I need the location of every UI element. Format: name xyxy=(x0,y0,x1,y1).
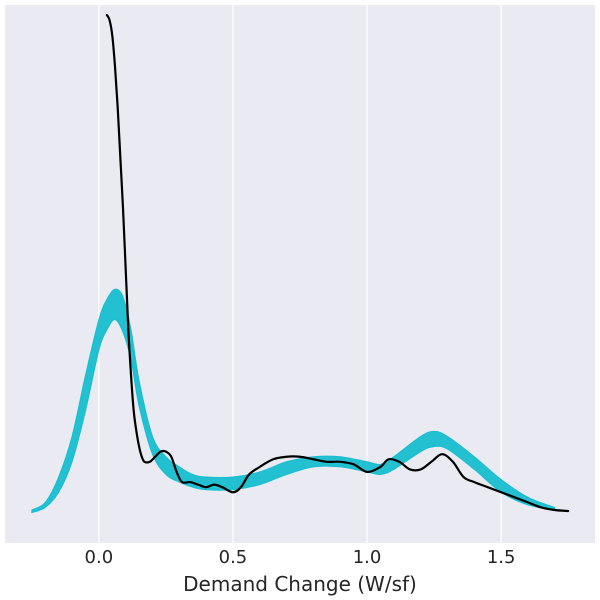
x-tick-labels: 0.0 0.5 1.0 1.5 xyxy=(85,547,516,568)
x-tick-label-3: 1.5 xyxy=(487,547,516,568)
x-tick-label-0: 0.0 xyxy=(85,547,114,568)
density-line xyxy=(105,14,570,513)
observed-curve xyxy=(105,14,570,513)
plot-background xyxy=(5,5,595,543)
x-axis-label: Demand Change (W/sf) xyxy=(183,572,417,596)
x-tick-label-2: 1.0 xyxy=(353,547,382,568)
grid-lines xyxy=(98,5,502,543)
x-tick-label-1: 0.5 xyxy=(219,547,248,568)
